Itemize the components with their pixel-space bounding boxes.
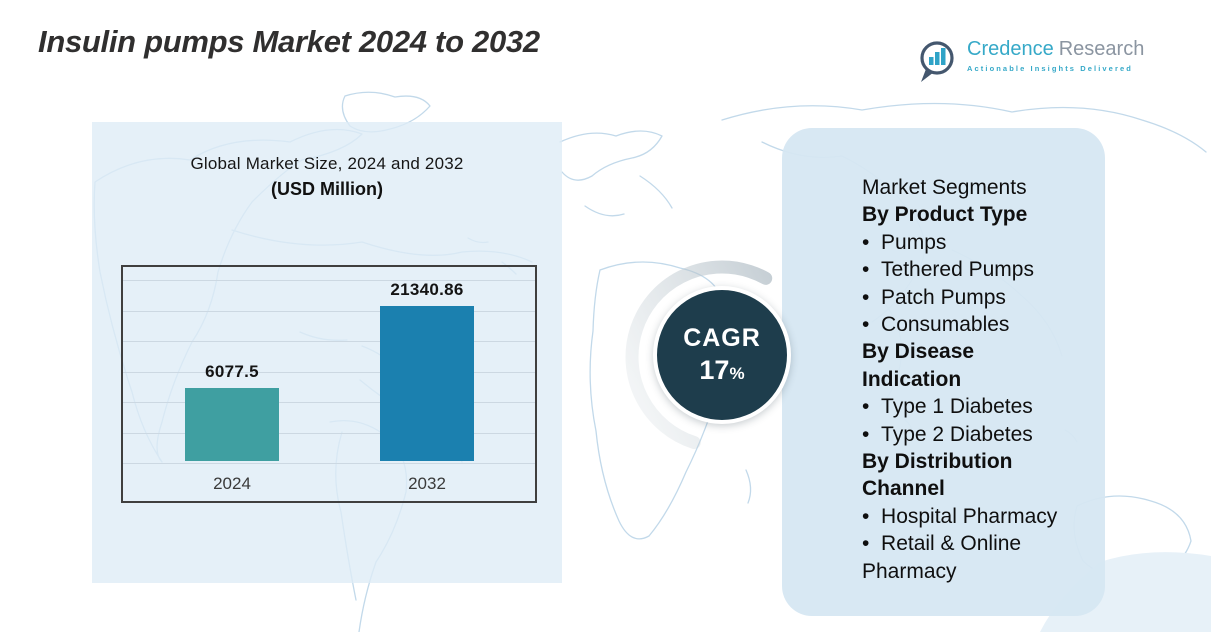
page-title: Insulin pumps Market 2024 to 2032 bbox=[38, 24, 540, 59]
logo-brand-primary: Credence bbox=[967, 38, 1054, 60]
crescent-shadow bbox=[625, 260, 819, 454]
gridline bbox=[123, 280, 535, 281]
market-segments-panel: Market Segments By Product TypePumpsTethe… bbox=[782, 128, 1105, 616]
bar-group-2024: 6077.5 bbox=[185, 280, 279, 461]
logo-brand-secondary: Research bbox=[1058, 38, 1145, 60]
cagr-percent-sign: % bbox=[729, 364, 745, 383]
gridline bbox=[123, 463, 535, 464]
gridline bbox=[123, 402, 535, 403]
segment-item: Patch Pumps bbox=[862, 284, 1097, 311]
logo-text: Credence Research Actionable Insights Del… bbox=[967, 38, 1144, 73]
segment-heading: By Disease bbox=[862, 340, 975, 364]
x-axis-label-2024: 2024 bbox=[213, 474, 251, 493]
segment-heading: Channel bbox=[862, 477, 945, 501]
segment-item: Type 2 Diabetes bbox=[862, 421, 1097, 448]
segment-item: Consumables bbox=[862, 311, 1097, 338]
chart-subtitle: (USD Million) bbox=[271, 179, 383, 199]
gridline bbox=[123, 371, 535, 373]
segment-item: Type 1 Diabetes bbox=[862, 393, 1097, 420]
bar-2024 bbox=[185, 388, 279, 461]
cagr-label: CAGR bbox=[683, 324, 761, 352]
bar-value-label-2024: 6077.5 bbox=[205, 362, 259, 381]
plot-area: 6077.5 21340.86 2024 2032 bbox=[121, 265, 537, 503]
gridline bbox=[123, 341, 535, 342]
segment-item: Pharmacy bbox=[862, 559, 957, 583]
x-axis-label-2032: 2032 bbox=[408, 474, 446, 493]
brand-logo: Credence Research Actionable Insights Del… bbox=[915, 38, 1144, 84]
segment-heading: By Product Type bbox=[862, 203, 1028, 227]
segment-item: Hospital Pharmacy bbox=[862, 503, 1097, 530]
segment-item: Market Segments bbox=[862, 176, 1027, 199]
bar-value-label-2032: 21340.86 bbox=[390, 280, 464, 299]
market-size-chart-panel: Global Market Size, 2024 and 2032 (USD M… bbox=[92, 122, 562, 583]
logo-brand-name: Credence Research bbox=[967, 38, 1144, 61]
segment-heading: By Distribution bbox=[862, 450, 1013, 474]
gridline bbox=[123, 432, 535, 434]
segment-item: Tethered Pumps bbox=[862, 256, 1097, 283]
segment-heading: Indication bbox=[862, 367, 962, 391]
cagr-percent-number: 17 bbox=[699, 355, 730, 385]
chart-title: Global Market Size, 2024 and 2032 bbox=[190, 154, 464, 173]
gridline bbox=[123, 310, 535, 312]
logo-tagline: Actionable Insights Delivered bbox=[967, 64, 1133, 73]
bar-group-2032: 21340.86 bbox=[380, 280, 474, 461]
cagr-value: 17% bbox=[699, 355, 744, 386]
bar-2032 bbox=[380, 306, 474, 461]
logo-chart-bubble-icon bbox=[920, 41, 954, 82]
segment-item: Retail & Online bbox=[862, 530, 1097, 557]
segment-item: Pumps bbox=[862, 229, 1097, 256]
market-segments-list: Market Segments By Product TypePumpsTethe… bbox=[862, 174, 1097, 585]
cagr-badge: CAGR 17% bbox=[653, 286, 791, 424]
